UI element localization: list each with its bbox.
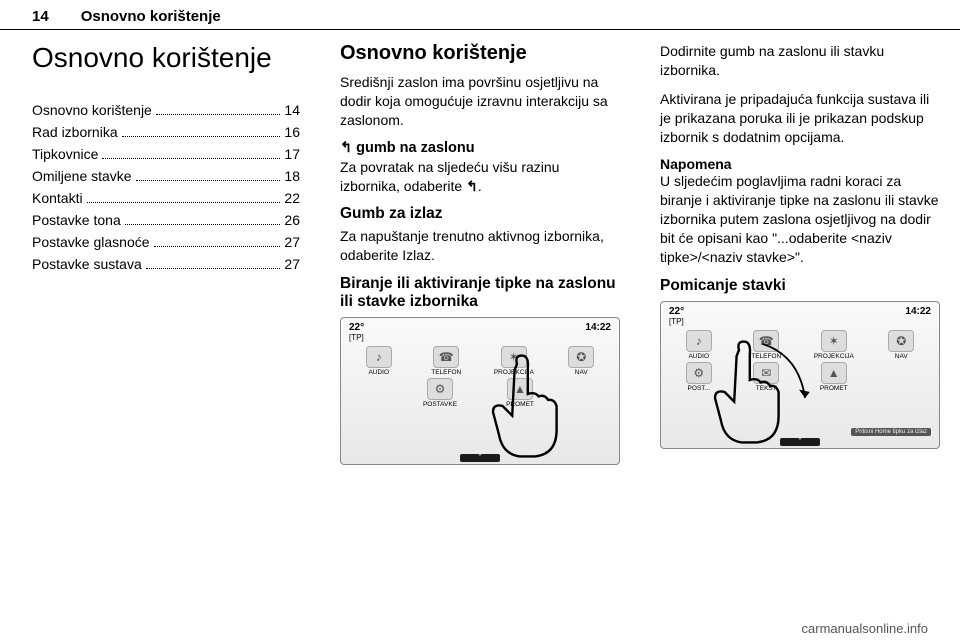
toc-page: 14	[284, 102, 300, 118]
footer-url: carmanualsonline.info	[802, 621, 928, 636]
toc-line: Tipkovnice 17	[32, 146, 300, 162]
toc-page: 18	[284, 168, 300, 184]
toc-label: Rad izbornika	[32, 124, 118, 140]
toc-label: Omiljene stavke	[32, 168, 132, 184]
app-promet: ▲PROMET	[495, 378, 545, 408]
app-audio: ♪AUDIO	[354, 346, 404, 376]
page-number: 14	[32, 8, 49, 25]
exit-button-heading: Gumb za izlaz	[340, 205, 620, 223]
app-nav: ✪NAV	[876, 330, 926, 360]
toc-line: Postavke glasnoće 27	[32, 234, 300, 250]
select-heading: Biranje ili aktiviranje tipke na zaslonu…	[340, 275, 620, 311]
scr-time: 14:22	[905, 306, 931, 317]
toc-dots	[122, 136, 281, 137]
toc-label: Kontakti	[32, 190, 83, 206]
toc-line: Kontakti 22	[32, 190, 300, 206]
column-3: Dodirnite gumb na zaslonu ili stavku izb…	[640, 30, 960, 612]
toc-line: Postavke sustava 27	[32, 256, 300, 272]
back-text-a: Za povratak na sljedeću višu razinu izbo…	[340, 159, 559, 194]
toc-line: Osnovno korištenje 14	[32, 102, 300, 118]
scr-bottom-bar: ⌃	[460, 454, 500, 462]
toc-page: 27	[284, 234, 300, 250]
toc-line: Omiljene stavke 18	[32, 168, 300, 184]
column-1: Osnovno korištenje Osnovno korištenje 14…	[0, 30, 320, 612]
touchscreen-illustration-tap: 22° 14:22 [TP] ♪AUDIO ☎TELEFON ✶PROJEKCI…	[340, 317, 620, 465]
app-postavke: ⚙POSTAVKE	[415, 378, 465, 408]
toc-line: Rad izbornika 16	[32, 124, 300, 140]
chapter-heading: Osnovno korištenje	[32, 42, 300, 74]
toc-page: 26	[284, 212, 300, 228]
back-button-text: Za povratak na sljedeću višu razinu izbo…	[340, 158, 620, 196]
page-header: 14 Osnovno korištenje	[0, 0, 960, 30]
p1: Dodirnite gumb na zaslonu ili stavku izb…	[660, 42, 940, 80]
back-heading-suffix: gumb na zaslonu	[352, 140, 474, 156]
toc-label: Tipkovnice	[32, 146, 98, 162]
section-heading: Osnovno korištenje	[340, 42, 620, 65]
app-spacer	[876, 362, 926, 392]
toc-dots	[154, 246, 281, 247]
back-text-b: .	[478, 178, 482, 194]
toc-dots	[125, 224, 281, 225]
scr-time: 14:22	[585, 322, 611, 333]
scr-tp: [TP]	[661, 317, 939, 326]
toc-page: 27	[284, 256, 300, 272]
toc-line: Postavke tona 26	[32, 212, 300, 228]
scr-temp: 22°	[349, 322, 364, 333]
toc-label: Postavke tona	[32, 212, 121, 228]
app-projekcija: ✶PROJEKCIJA	[809, 330, 859, 360]
toc-label: Postavke glasnoće	[32, 234, 150, 250]
toc-page: 17	[284, 146, 300, 162]
app-promet: ▲PROMET	[809, 362, 859, 392]
app-postavke: ⚙POST...	[674, 362, 724, 392]
app-audio: ♪AUDIO	[674, 330, 724, 360]
intro-text: Središnji zaslon ima površinu osjetljivu…	[340, 73, 620, 130]
scr-bottom-bar: ⌃	[780, 438, 820, 446]
note-text: U sljedećim poglavljima radni koraci za …	[660, 172, 940, 266]
back-button-heading: ↰ gumb na zaslonu	[340, 140, 620, 156]
back-icon: ↰	[340, 140, 352, 156]
app-projekcija: ✶PROJEKCIJA	[489, 346, 539, 376]
back-icon: ↰	[466, 177, 478, 196]
note-label: Napomena	[660, 156, 940, 172]
toc-dots	[102, 158, 280, 159]
app-nav: ✪NAV	[556, 346, 606, 376]
app-telefon: ☎TELEFON	[421, 346, 471, 376]
toc-label: Osnovno korištenje	[32, 102, 152, 118]
p2: Aktivirana je pripadajuća funkcija susta…	[660, 90, 940, 147]
toc-page: 22	[284, 190, 300, 206]
scr-temp: 22°	[669, 306, 684, 317]
toc-page: 16	[284, 124, 300, 140]
exit-button-text: Za napuštanje trenutno aktivnog izbornik…	[340, 227, 620, 265]
move-items-heading: Pomicanje stavki	[660, 277, 940, 295]
toc-dots	[146, 268, 281, 269]
toc-dots	[156, 114, 281, 115]
app-tekst: ✉TEKST	[741, 362, 791, 392]
touchscreen-illustration-drag: 22° 14:22 [TP] ♪AUDIO ☎TELEFON ✶PROJEKCI…	[660, 301, 940, 449]
column-2: Osnovno korištenje Središnji zaslon ima …	[320, 30, 640, 612]
header-section-title: Osnovno korištenje	[81, 8, 221, 25]
scr-tp: [TP]	[341, 333, 619, 342]
scr-hint: Pritisni Home tipku za izlaz	[851, 428, 931, 436]
toc-dots	[87, 202, 281, 203]
app-telefon: ☎TELEFON	[741, 330, 791, 360]
toc-dots	[136, 180, 281, 181]
toc-label: Postavke sustava	[32, 256, 142, 272]
